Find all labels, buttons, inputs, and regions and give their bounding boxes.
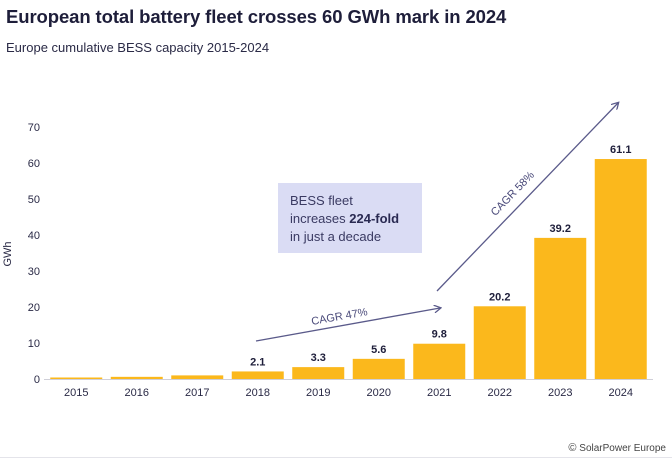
x-tick-label: 2019 — [306, 387, 330, 399]
bar-2018 — [231, 371, 284, 379]
bar-2022 — [473, 306, 526, 379]
source-credit: © SolarPower Europe — [568, 442, 666, 454]
bar-2019 — [292, 367, 345, 379]
y-tick-label: 30 — [28, 266, 40, 278]
bar-2024 — [594, 159, 647, 379]
bar-2015 — [50, 377, 103, 379]
callout-line-3: in just a decade — [290, 229, 381, 244]
y-tick-label: 0 — [34, 374, 40, 386]
cagr-47-arrow — [255, 308, 440, 342]
x-tick-label: 2015 — [64, 387, 88, 399]
y-tick-label: 20 — [28, 302, 40, 314]
y-tick-label: 40 — [28, 230, 40, 242]
x-tick-label: 2022 — [488, 387, 512, 399]
data-label: 2.1 — [250, 356, 265, 368]
y-axis-label: GWh — [2, 241, 14, 266]
x-tick-label: 2020 — [367, 387, 391, 399]
x-tick-label: 2023 — [548, 387, 572, 399]
x-tick-label: 2018 — [246, 387, 270, 399]
chart-subtitle: Europe cumulative BESS capacity 2015-202… — [6, 40, 270, 55]
bar-2020 — [352, 358, 405, 379]
chart-title: European total battery fleet crosses 60 … — [6, 6, 507, 27]
callout-box — [278, 183, 422, 253]
y-tick-label: 60 — [28, 158, 40, 170]
callout-line-2-text: increases — [290, 211, 349, 226]
y-tick-label: 10 — [28, 338, 40, 350]
callout-line-1: BESS fleet — [290, 193, 353, 208]
bar-2017 — [171, 375, 224, 379]
y-tick-label: 70 — [28, 122, 40, 134]
data-label: 9.8 — [432, 329, 447, 341]
x-tick-label: 2024 — [609, 387, 633, 399]
source-name: SolarPower Europe — [579, 443, 666, 454]
bess-capacity-chart: GWh 0 10 20 30 40 50 60 70 2015 2016 2017 2018 2.1 201… — [2, 0, 653, 399]
x-tick-label: 2017 — [185, 387, 209, 399]
x-tick-label: 2016 — [125, 387, 149, 399]
data-label: 5.6 — [371, 344, 386, 356]
data-label: 61.1 — [610, 144, 631, 156]
data-label: 20.2 — [489, 291, 510, 303]
callout-line-2: increases 224-fold — [290, 211, 399, 226]
callout-line-2-emphasis: 224-fold — [349, 211, 399, 226]
x-tick-label: 2021 — [427, 387, 451, 399]
cagr-47-label: CAGR 47% — [310, 306, 368, 328]
bar-2023 — [534, 237, 587, 379]
bar-2021 — [413, 343, 466, 379]
data-label: 3.3 — [311, 352, 326, 364]
cagr-58-arrow — [436, 103, 618, 292]
bar-2016 — [110, 376, 163, 379]
copyright-symbol: © — [568, 442, 577, 454]
data-label: 39.2 — [550, 223, 571, 235]
y-tick-label: 50 — [28, 194, 40, 206]
